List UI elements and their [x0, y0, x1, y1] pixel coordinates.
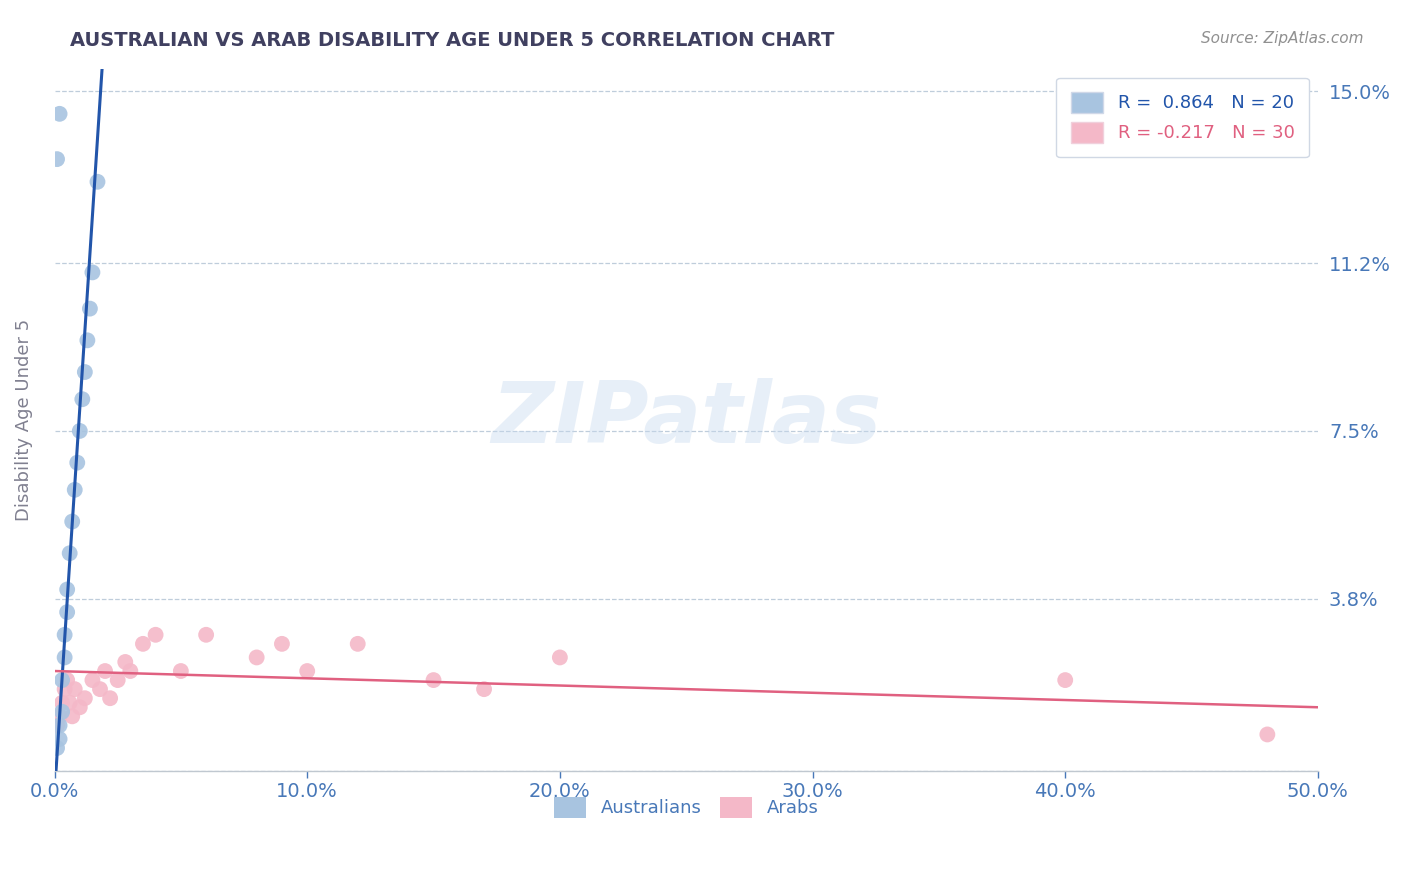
- Point: [48, 731, 70, 746]
- Text: Source: ZipAtlas.com: Source: ZipAtlas.com: [1201, 31, 1364, 46]
- Point: [48, 718, 70, 732]
- Point: [98, 691, 121, 706]
- Point: [72, 392, 94, 407]
- Point: [107, 673, 129, 687]
- Point: [114, 655, 136, 669]
- Point: [60, 709, 83, 723]
- Point: [170, 664, 193, 678]
- Point: [66, 456, 89, 470]
- Point: [59, 696, 82, 710]
- Point: [1054, 673, 1077, 687]
- Point: [53, 628, 76, 642]
- Point: [295, 664, 318, 678]
- Point: [56, 605, 79, 619]
- Point: [346, 637, 368, 651]
- Point: [120, 664, 142, 678]
- Point: [94, 664, 117, 678]
- Point: [422, 673, 444, 687]
- Point: [51, 673, 73, 687]
- Text: AUSTRALIAN VS ARAB DISABILITY AGE UNDER 5 CORRELATION CHART: AUSTRALIAN VS ARAB DISABILITY AGE UNDER …: [70, 31, 835, 50]
- Point: [53, 682, 76, 697]
- Point: [60, 515, 83, 529]
- Point: [56, 673, 79, 687]
- Point: [246, 650, 269, 665]
- Point: [82, 265, 104, 279]
- Point: [48, 709, 70, 723]
- Point: [46, 718, 69, 732]
- Point: [46, 152, 69, 166]
- Point: [69, 700, 91, 714]
- Point: [132, 637, 155, 651]
- Text: ZIPatlas: ZIPatlas: [491, 378, 882, 461]
- Y-axis label: Disability Age Under 5: Disability Age Under 5: [15, 318, 32, 521]
- Point: [63, 483, 86, 497]
- Point: [59, 546, 82, 560]
- Point: [548, 650, 571, 665]
- Point: [76, 334, 98, 348]
- Point: [145, 628, 167, 642]
- Point: [271, 637, 294, 651]
- Point: [472, 682, 495, 697]
- Point: [51, 705, 73, 719]
- Point: [89, 682, 111, 697]
- Point: [86, 175, 108, 189]
- Point: [46, 741, 69, 756]
- Point: [79, 301, 101, 316]
- Point: [56, 582, 79, 597]
- Point: [69, 424, 91, 438]
- Point: [73, 365, 96, 379]
- Point: [73, 691, 96, 706]
- Point: [195, 628, 218, 642]
- Point: [82, 673, 104, 687]
- Point: [63, 682, 86, 697]
- Point: [1256, 727, 1278, 741]
- Point: [51, 696, 73, 710]
- Point: [53, 650, 76, 665]
- Legend: Australians, Arabs: Australians, Arabs: [547, 789, 825, 825]
- Point: [48, 107, 70, 121]
